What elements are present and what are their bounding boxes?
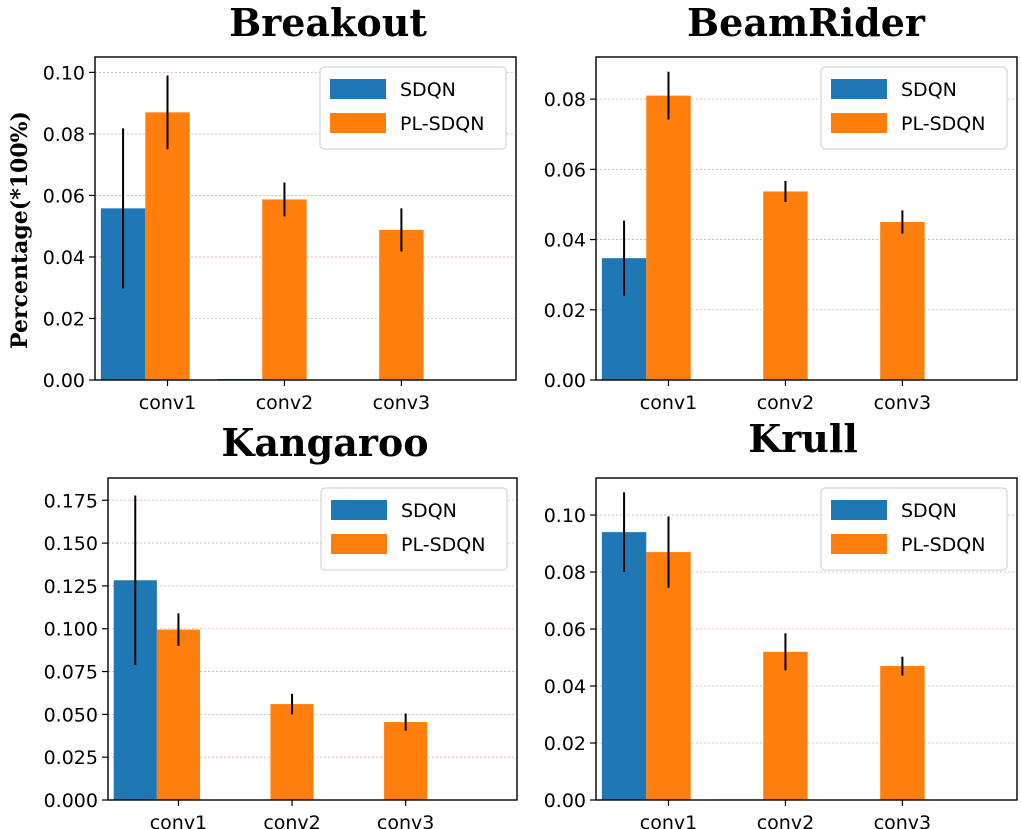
y-tick-label: 0.150 — [44, 533, 98, 555]
plot-frame — [595, 56, 1018, 381]
plot-frame — [595, 477, 1018, 801]
legend-label: SDQN — [401, 500, 457, 522]
legend-label: PL-SDQN — [401, 534, 485, 556]
y-axis-label: Percentage(*100%) — [7, 111, 33, 349]
legend-swatch-sdqn — [331, 500, 387, 520]
x-tick-label: conv1 — [139, 392, 196, 414]
y-tick-label: 0.075 — [44, 662, 98, 684]
chart-title: Krull — [748, 416, 858, 461]
y-tick-label: 0.04 — [544, 230, 586, 252]
bar-pl-sdqn — [880, 666, 925, 800]
x-tick-label: conv3 — [373, 392, 430, 414]
y-tick-label: 0.00 — [544, 790, 586, 812]
x-tick-label: conv2 — [757, 392, 814, 414]
bar-sdqn — [601, 532, 647, 800]
legend-label: SDQN — [400, 79, 456, 101]
y-tick-label: 0.175 — [44, 490, 98, 512]
y-tick-label: 0.04 — [43, 247, 85, 269]
legend-swatch-pl-sdqn — [831, 534, 887, 554]
bar-pl-sdqn — [379, 229, 424, 380]
y-tick-label: 0.02 — [544, 733, 586, 755]
bar-pl-sdqn — [270, 704, 314, 800]
y-tick-label: 0.000 — [44, 790, 98, 812]
bar-pl-sdqn — [646, 95, 691, 380]
bar-pl-sdqn — [880, 222, 925, 380]
y-tick-label: 0.06 — [43, 185, 85, 207]
plot-frame — [107, 477, 518, 801]
x-tick-label: conv1 — [640, 392, 697, 414]
legend-swatch-pl-sdqn — [330, 113, 386, 133]
x-tick-label: conv1 — [640, 812, 697, 829]
chart-panel: Breakout 0.00 0.02 0.04 0.06 0.08 0.10 conv1 con… — [43, 0, 517, 414]
x-tick-label: conv3 — [874, 812, 931, 829]
legend-swatch-sdqn — [831, 79, 887, 99]
chart-title: Kangaroo — [221, 420, 428, 465]
bar-pl-sdqn — [156, 629, 201, 800]
y-tick-label: 0.08 — [544, 89, 586, 111]
y-tick-label: 0.10 — [43, 62, 85, 84]
y-tick-label: 0.10 — [544, 505, 586, 527]
x-tick-label: conv3 — [874, 392, 931, 414]
legend-swatch-pl-sdqn — [831, 113, 887, 133]
legend-label: SDQN — [901, 500, 957, 522]
x-tick-label: conv2 — [757, 812, 814, 829]
y-tick-label: 0.02 — [43, 308, 85, 330]
bar-pl-sdqn — [763, 191, 808, 380]
chart-title: BeamRider — [687, 0, 926, 45]
x-tick-label: conv3 — [377, 812, 434, 829]
chart-panel: Krull 0.00 0.02 0.04 0.06 0.08 0.10 conv1 conv2 c… — [544, 416, 1018, 829]
bar-pl-sdqn — [262, 199, 307, 380]
x-tick-label: conv2 — [263, 812, 320, 829]
legend-swatch-sdqn — [831, 500, 887, 520]
y-tick-label: 0.08 — [43, 124, 85, 146]
y-tick-label: 0.04 — [544, 676, 586, 698]
y-tick-label: 0.06 — [544, 619, 586, 641]
bar-pl-sdqn — [763, 651, 808, 800]
y-tick-label: 0.025 — [44, 747, 98, 769]
x-tick-label: conv1 — [150, 812, 207, 829]
y-tick-label: 0.06 — [544, 159, 586, 181]
legend-swatch-sdqn — [330, 79, 386, 99]
legend-swatch-pl-sdqn — [331, 534, 387, 554]
y-tick-label: 0.050 — [44, 704, 98, 726]
x-tick-label: conv2 — [256, 392, 313, 414]
chart-panel: BeamRider 0.00 0.02 0.04 0.06 0.08 conv1 conv2 c… — [544, 0, 1018, 414]
bar-pl-sdqn — [145, 112, 190, 380]
legend-label: PL-SDQN — [400, 113, 484, 135]
y-tick-label: 0.00 — [544, 370, 586, 392]
bar-pl-sdqn — [646, 552, 691, 800]
y-tick-label: 0.125 — [44, 576, 98, 598]
y-tick-label: 0.00 — [43, 370, 85, 392]
legend-label: SDQN — [901, 79, 957, 101]
y-tick-label: 0.08 — [544, 562, 586, 584]
y-tick-label: 0.02 — [544, 300, 586, 322]
chart-panel: Kangaroo 0.000 0.025 0.050 0.075 0.100 0.125 0.… — [44, 420, 518, 829]
chart-title: Breakout — [229, 0, 427, 45]
legend-label: PL-SDQN — [901, 113, 985, 135]
plot-frame — [94, 56, 517, 381]
y-tick-label: 0.100 — [44, 619, 98, 641]
legend-label: PL-SDQN — [901, 534, 985, 556]
bar-pl-sdqn — [384, 722, 428, 800]
